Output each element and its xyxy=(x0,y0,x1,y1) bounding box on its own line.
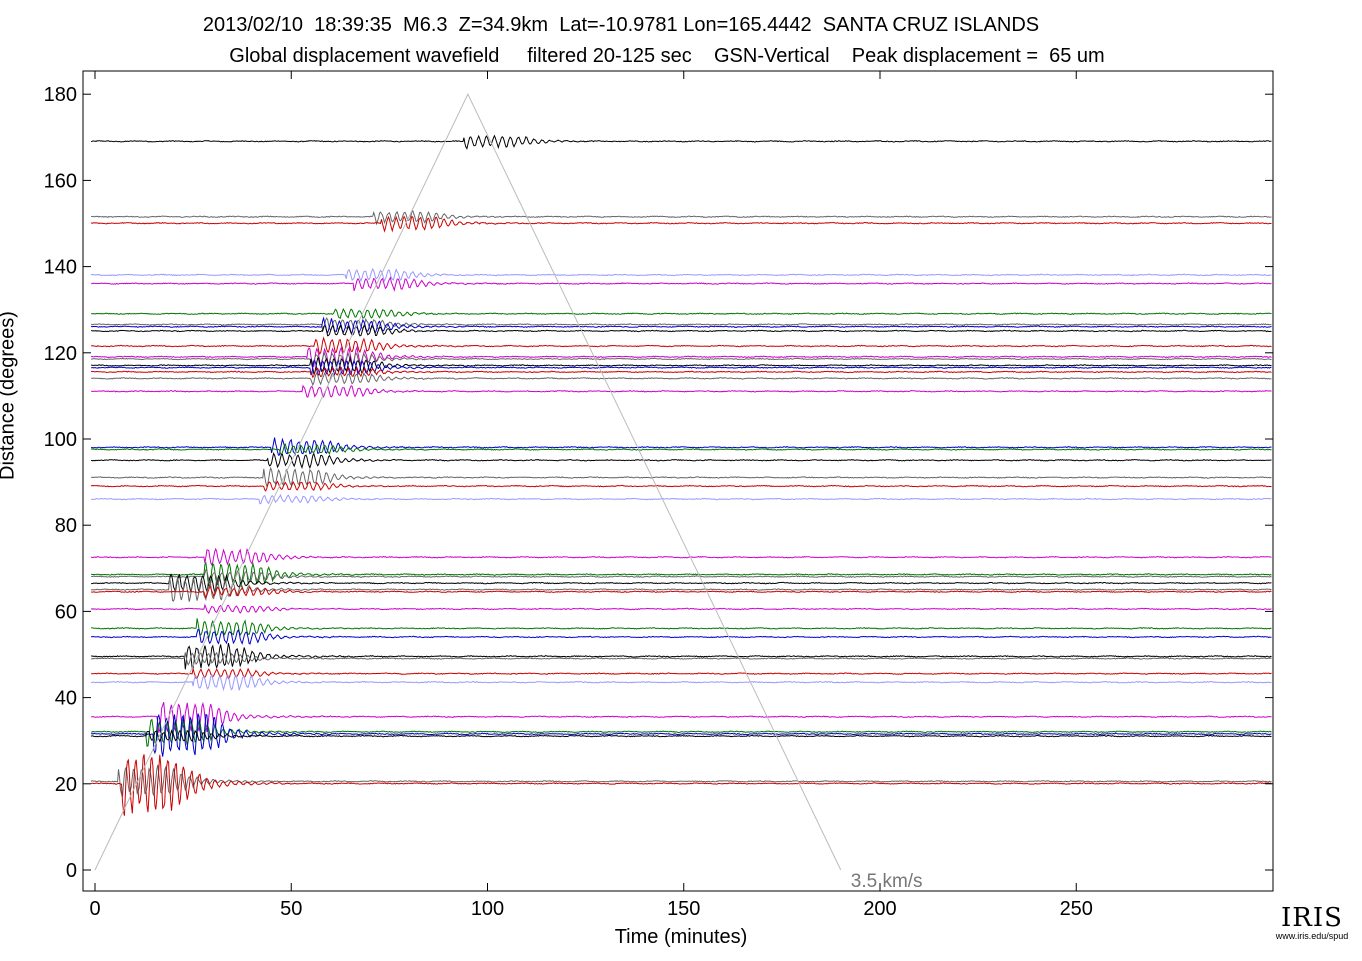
trace-line xyxy=(91,493,1272,505)
trace-line xyxy=(90,316,1272,335)
x-tick-label: 50 xyxy=(280,898,302,920)
iris-logo-mark: IRIS xyxy=(1281,903,1343,933)
axes-group: 0 50 100 150 200 250 0 20 40 60 80 100 120 140 160 180 xyxy=(44,71,1273,920)
x-tick-label: 150 xyxy=(667,898,700,920)
y-tick-label: 60 xyxy=(55,601,77,623)
y-tick-label: 20 xyxy=(55,774,77,796)
trace-line xyxy=(91,452,1272,470)
trace-line xyxy=(91,667,1272,680)
y-tick-label: 100 xyxy=(44,429,77,451)
trace-line xyxy=(90,371,1272,387)
trace-line xyxy=(91,276,1272,292)
trace-line xyxy=(90,345,1272,368)
trace-line xyxy=(90,443,1272,456)
trace-line xyxy=(90,215,1272,233)
trace-line xyxy=(90,764,1272,797)
trace-line xyxy=(90,603,1272,615)
plot-frame xyxy=(82,70,1274,892)
trace-line xyxy=(91,642,1272,670)
trace-line xyxy=(91,651,1272,666)
trace-line xyxy=(91,718,1272,747)
trace-line xyxy=(91,359,1272,377)
trace-line xyxy=(91,210,1272,226)
y-tick-label: 120 xyxy=(44,343,77,365)
y-tick-label: 160 xyxy=(44,170,77,192)
trace-line xyxy=(91,573,1272,594)
x-tick-label: 0 xyxy=(89,898,100,920)
chart-title-line2: Global displacement wavefield filtered 2… xyxy=(229,45,1105,67)
y-tick-label: 140 xyxy=(44,257,77,279)
velocity-label: 3.5 km/s xyxy=(851,871,923,892)
x-tick-label: 250 xyxy=(1060,898,1093,920)
trace-line xyxy=(91,576,1272,602)
trace-line xyxy=(91,713,1272,757)
y-tick-label: 0 xyxy=(66,860,77,882)
trace-group xyxy=(90,134,1272,816)
trace-line xyxy=(90,729,1272,743)
trace-line xyxy=(90,466,1272,487)
trace-line xyxy=(90,366,1272,379)
trace-line xyxy=(90,480,1272,492)
trace-line xyxy=(91,628,1272,645)
trace-line xyxy=(90,547,1272,566)
trace-line xyxy=(90,317,1272,333)
trace-line xyxy=(91,384,1272,398)
trace-line xyxy=(90,584,1272,599)
trace-line xyxy=(91,324,1272,337)
trace-line xyxy=(90,754,1272,816)
trace-line xyxy=(90,673,1272,692)
trace-line xyxy=(91,307,1272,319)
x-tick-label: 100 xyxy=(471,898,504,920)
trace-line xyxy=(91,618,1272,640)
x-tick-label: 200 xyxy=(863,898,896,920)
x-axis-label: Time (minutes) xyxy=(614,926,748,948)
trace-line xyxy=(90,356,1272,375)
iris-logo-url: www.iris.edu/spud xyxy=(1275,931,1349,941)
y-axis-label: Distance (degrees) xyxy=(0,311,19,480)
iris-logo[interactable]: IRIS www.iris.edu/spud xyxy=(1272,905,1352,941)
y-tick-label: 40 xyxy=(55,688,77,710)
trace-line xyxy=(90,336,1272,355)
trace-line xyxy=(90,267,1272,283)
y-tick-label: 180 xyxy=(44,84,77,106)
trace-line xyxy=(91,437,1272,456)
trace-line xyxy=(91,351,1272,368)
chart-title-line1: 2013/02/10 18:39:35 M6.3 Z=34.9km Lat=-1… xyxy=(202,14,1040,36)
y-tick-label: 80 xyxy=(55,515,77,537)
trace-line xyxy=(90,134,1272,150)
velocity-line xyxy=(94,93,842,871)
trace-line xyxy=(90,701,1272,733)
trace-line xyxy=(91,568,1272,584)
